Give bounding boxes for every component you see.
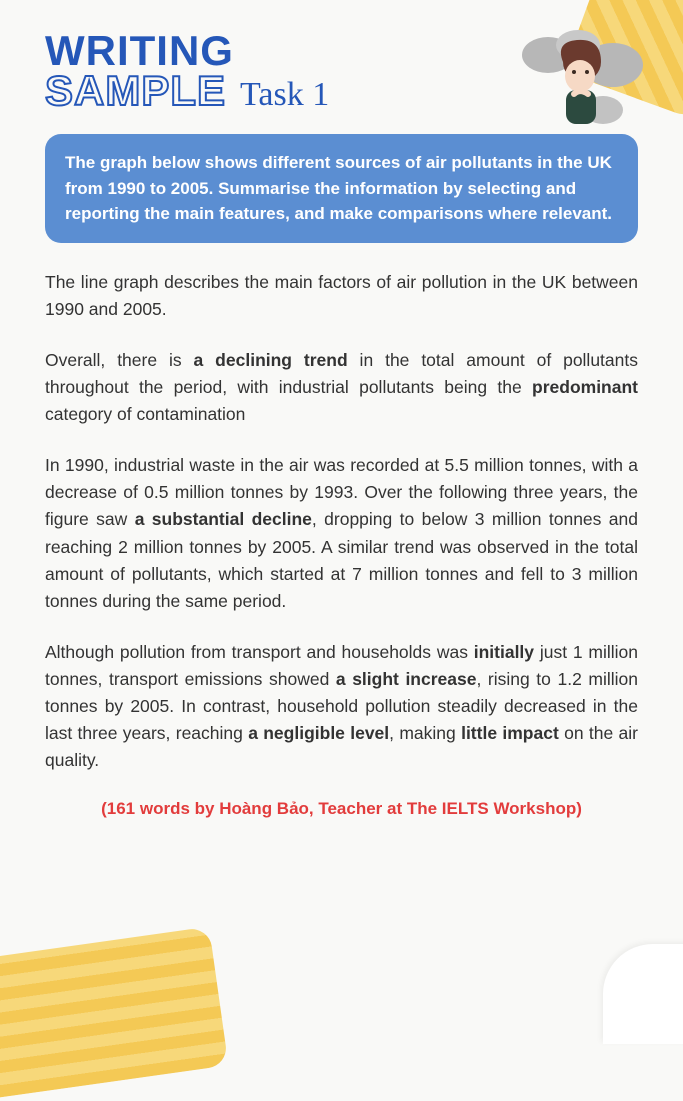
paragraph-2: Overall, there is a declining trend in t… — [45, 347, 638, 428]
decor-corner-bottom-right — [603, 944, 683, 1044]
task-prompt-text: The graph below shows different sources … — [65, 153, 612, 223]
title-line-2: SAMPLE — [45, 70, 226, 112]
attribution-line: (161 words by Hoàng Bảo, Teacher at The … — [45, 799, 638, 819]
bold-text: a slight increase — [336, 669, 477, 689]
person-smoke-illustration-icon — [508, 20, 648, 140]
paragraph-3: In 1990, industrial waste in the air was… — [45, 452, 638, 615]
text: Although pollution from transport and ho… — [45, 642, 474, 662]
text: category of contamination — [45, 404, 245, 424]
bold-text: initially — [474, 642, 534, 662]
paragraph-1: The line graph describes the main factor… — [45, 269, 638, 323]
paragraph-4: Although pollution from transport and ho… — [45, 639, 638, 775]
bold-text: a substantial decline — [135, 509, 312, 529]
text: , making — [389, 723, 461, 743]
task-prompt-box: The graph below shows different sources … — [45, 134, 638, 243]
text: Overall, there is — [45, 350, 194, 370]
text: The line graph describes the main factor… — [45, 272, 638, 319]
decor-corner-bottom-left — [0, 927, 228, 1101]
title-task: Task 1 — [240, 76, 329, 114]
bold-text: a declining trend — [194, 350, 348, 370]
header: WRITING SAMPLE Task 1 — [45, 30, 638, 114]
bold-text: little impact — [461, 723, 559, 743]
bold-text: predominant — [532, 377, 638, 397]
essay-body: The line graph describes the main factor… — [45, 269, 638, 775]
page-container: WRITING SAMPLE Task 1 The graph below sh… — [0, 0, 683, 849]
bold-text: a negligible level — [248, 723, 389, 743]
